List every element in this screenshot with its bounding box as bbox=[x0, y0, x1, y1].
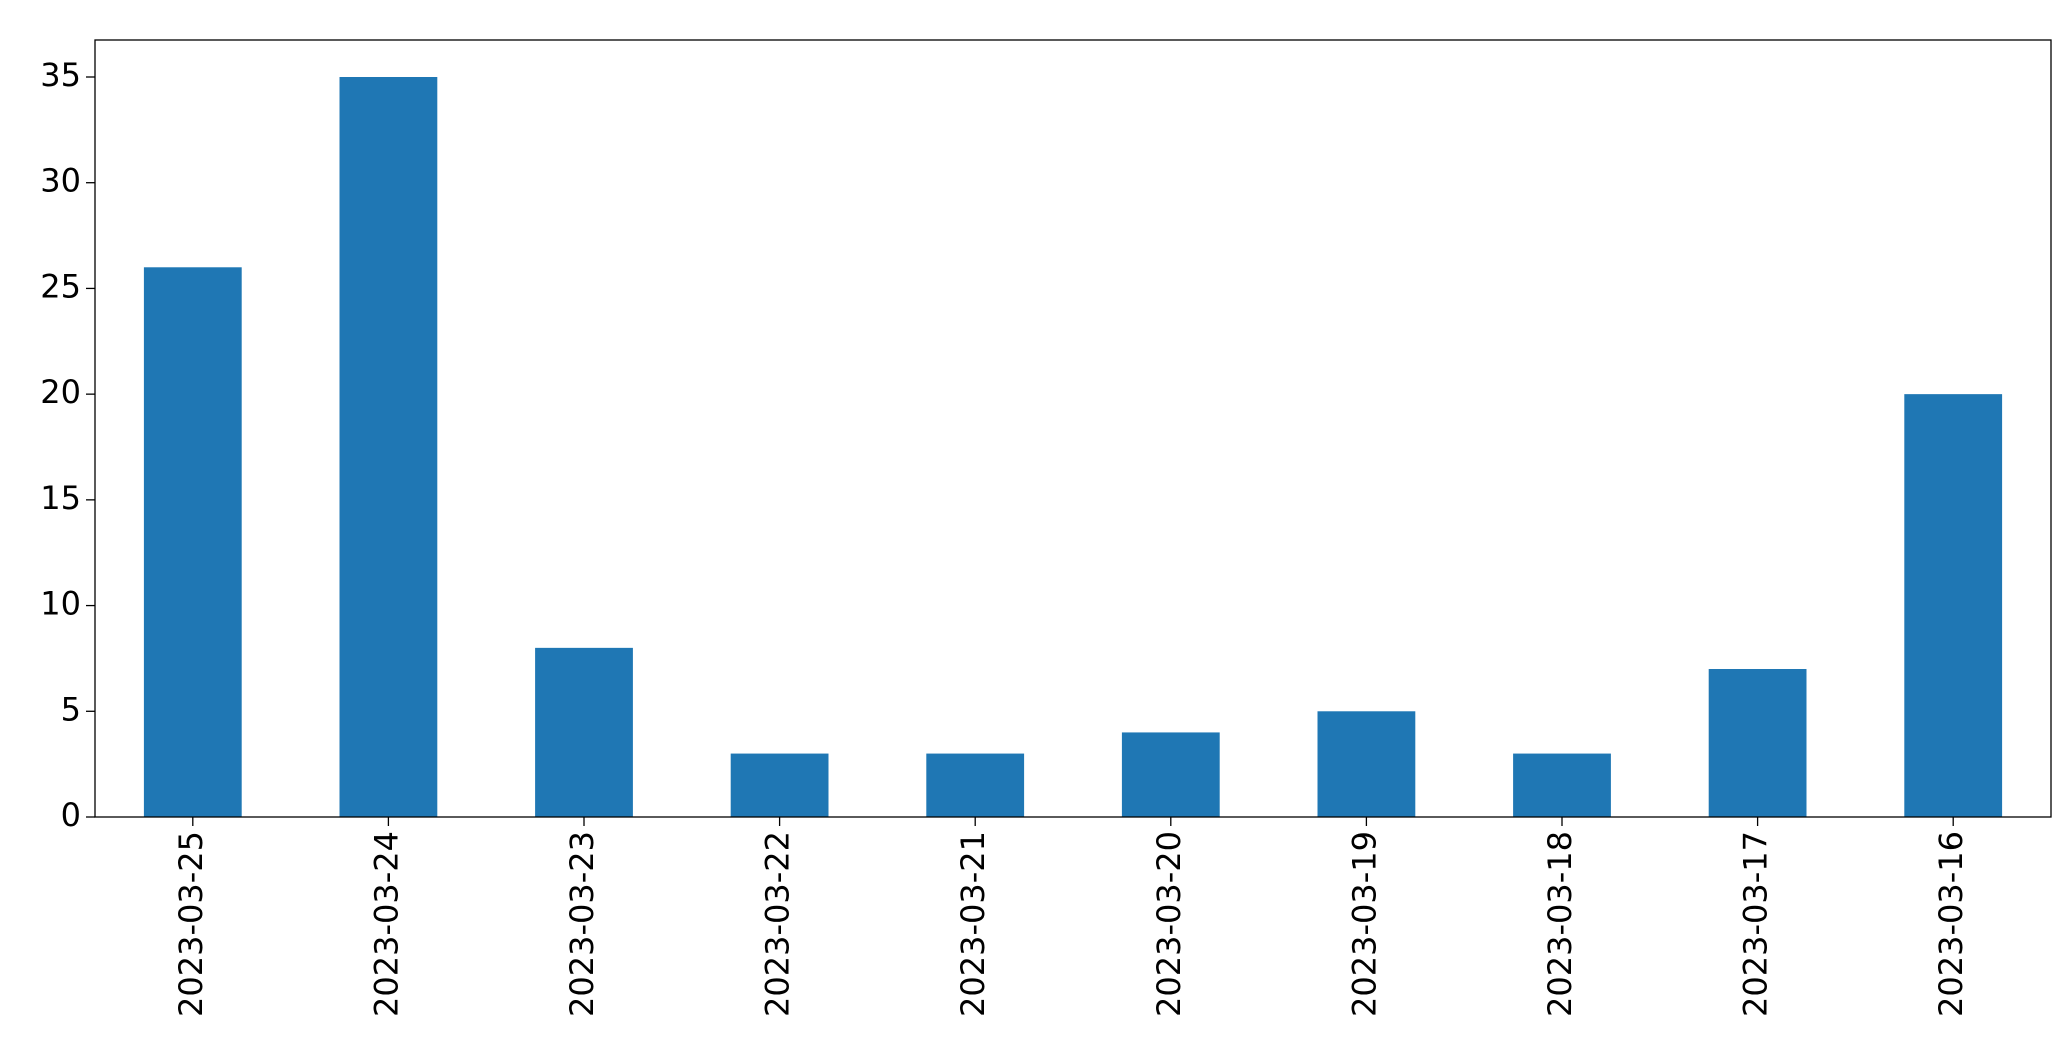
bar bbox=[1904, 394, 2003, 817]
x-tick-label: 2023-03-18 bbox=[1541, 831, 1579, 1017]
y-tick-label: 30 bbox=[40, 162, 81, 200]
x-tick-label: 2023-03-16 bbox=[1932, 831, 1970, 1017]
bar bbox=[143, 267, 242, 817]
bar bbox=[1317, 711, 1416, 817]
y-tick-label: 35 bbox=[40, 56, 81, 94]
x-tick-label: 2023-03-24 bbox=[367, 831, 405, 1017]
bar bbox=[339, 77, 438, 817]
bar bbox=[1513, 753, 1611, 817]
bar bbox=[1708, 669, 1807, 817]
y-tick-label: 10 bbox=[40, 585, 81, 623]
x-tick-label: 2023-03-20 bbox=[1150, 831, 1188, 1017]
x-tick-label: 2023-03-17 bbox=[1737, 831, 1775, 1017]
bar bbox=[926, 753, 1025, 817]
bar bbox=[730, 753, 829, 817]
x-tick-label: 2023-03-25 bbox=[172, 831, 210, 1017]
x-tick-label: 2023-03-22 bbox=[759, 831, 797, 1017]
x-tick-label: 2023-03-23 bbox=[563, 831, 601, 1017]
x-tick-label: 2023-03-21 bbox=[954, 831, 992, 1017]
bar bbox=[535, 647, 633, 817]
y-tick-label: 25 bbox=[40, 267, 81, 305]
axes-frame bbox=[94, 39, 2052, 818]
y-tick-label: 20 bbox=[40, 373, 81, 411]
y-tick-label: 0 bbox=[61, 796, 81, 834]
bar bbox=[1121, 732, 1220, 817]
y-tick-label: 15 bbox=[40, 479, 81, 517]
x-tick-label: 2023-03-19 bbox=[1345, 831, 1383, 1017]
y-tick-label: 5 bbox=[61, 690, 81, 728]
